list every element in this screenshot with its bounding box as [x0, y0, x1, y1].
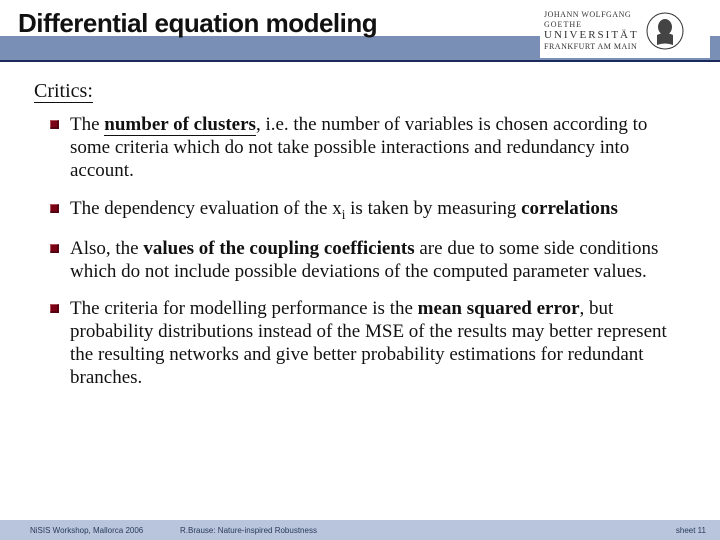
text: is taken by measuring: [345, 198, 521, 219]
text: Also, the: [70, 238, 143, 259]
list-item: The criteria for modelling performance i…: [50, 297, 686, 390]
slide-header: Differential equation modeling JOHANN WO…: [0, 0, 720, 62]
logo-goethe: GOETHE: [544, 20, 582, 29]
footer-left: NiSIS Workshop, Mallorca 2006: [0, 526, 180, 535]
bold-text: number of clusters: [104, 114, 256, 136]
footer-mid: R.Brause: Nature-inspired Robustness: [180, 526, 317, 535]
footer-right: sheet 11: [676, 526, 706, 535]
text: The criteria for modelling performance i…: [70, 298, 418, 319]
text: The dependency evaluation of the x: [70, 198, 342, 219]
logo-line1: JOHANN WOLFGANG: [544, 10, 639, 20]
logo-text: JOHANN WOLFGANG GOETHE UNIVERSITÄT FRANK…: [544, 10, 639, 52]
text: The: [70, 114, 104, 135]
section-heading: Critics:: [34, 80, 686, 103]
slide-title: Differential equation modeling: [18, 8, 377, 39]
bullet-list: The number of clusters, i.e. the number …: [34, 113, 686, 390]
logo-uni: UNIVERSITÄT: [544, 29, 639, 42]
university-logo: JOHANN WOLFGANG GOETHE UNIVERSITÄT FRANK…: [540, 4, 710, 58]
bold-text: mean squared error: [418, 298, 580, 319]
bold-text: correlations: [521, 198, 618, 219]
bold-text: values of the coupling coefficients: [143, 238, 414, 259]
critics-label: Critics:: [34, 80, 93, 103]
logo-city: FRANKFURT AM MAIN: [544, 42, 639, 52]
slide-footer: NiSIS Workshop, Mallorca 2006 R.Brause: …: [0, 520, 720, 540]
logo-seal-icon: [645, 11, 685, 51]
slide-body: Critics: The number of clusters, i.e. th…: [0, 62, 720, 390]
list-item: Also, the values of the coupling coeffic…: [50, 237, 686, 283]
list-item: The dependency evaluation of the xi is t…: [50, 197, 686, 223]
list-item: The number of clusters, i.e. the number …: [50, 113, 686, 183]
